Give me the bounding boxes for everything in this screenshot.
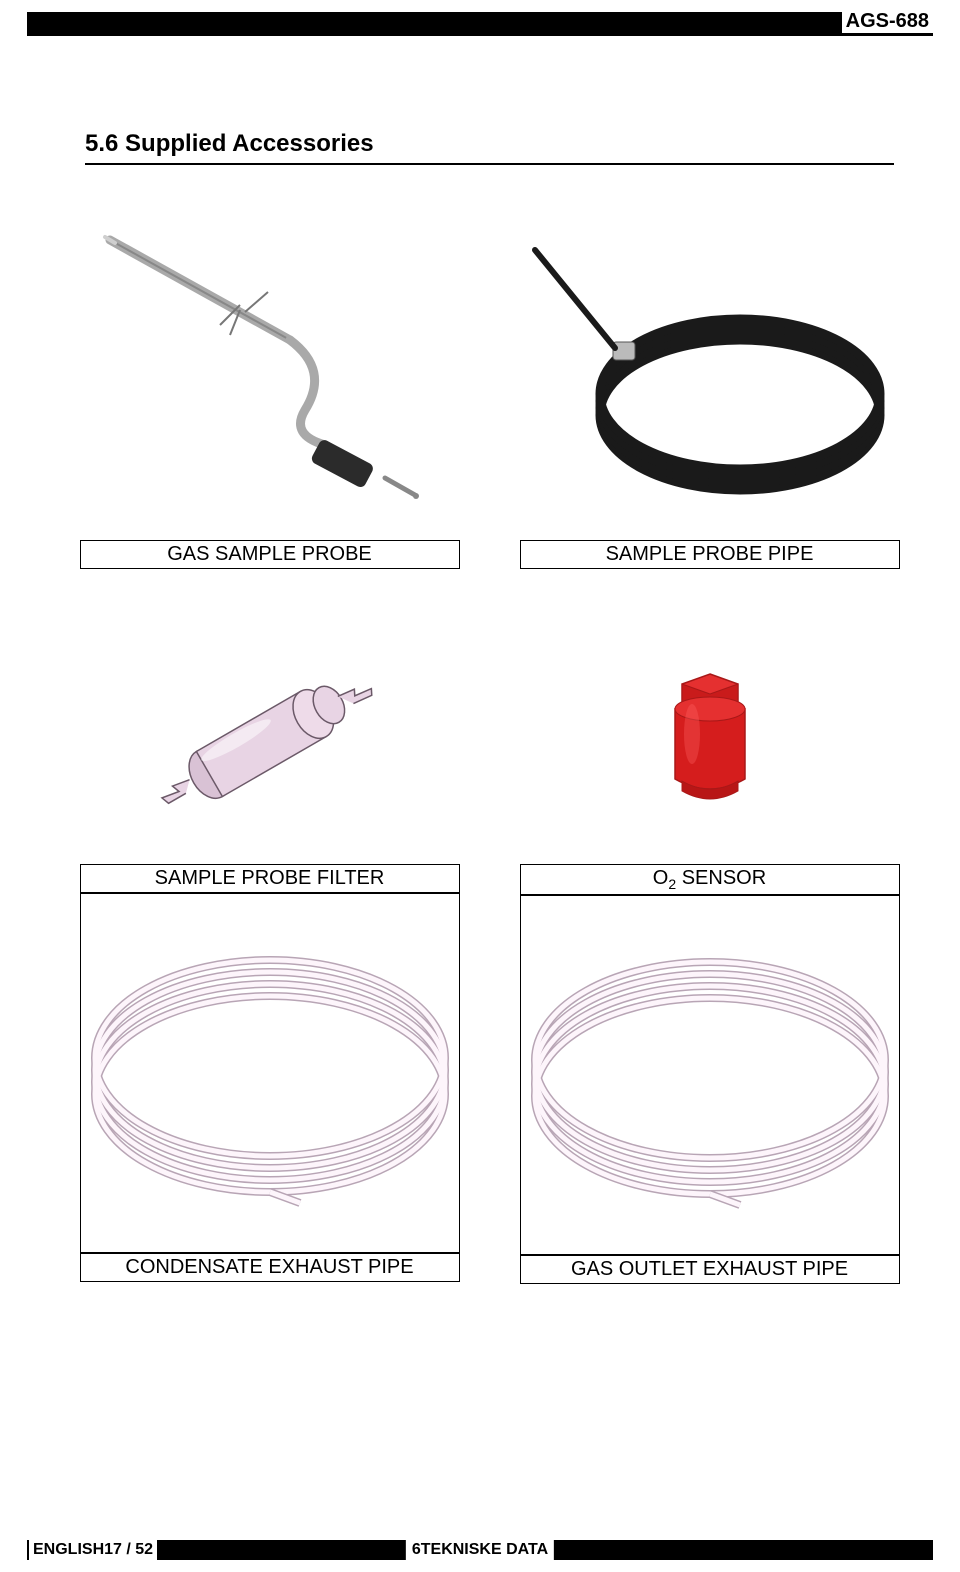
figure-gas-outlet-exhaust-pipe: [520, 895, 900, 1255]
cell-sample-probe-filter: SAMPLE PROBE FILTER: [80, 614, 460, 1284]
figure-sample-probe-filter: [80, 614, 460, 864]
figure-sample-probe-pipe: [520, 210, 900, 540]
figure-gas-sample-probe: [80, 210, 460, 540]
o2-sensor-icon: [610, 639, 810, 839]
caption-sample-probe-filter: SAMPLE PROBE FILTER: [80, 864, 460, 893]
row-2: SAMPLE PROBE FILTER: [85, 614, 894, 1284]
condensate-exhaust-pipe-icon: [85, 898, 455, 1248]
figure-condensate-exhaust-pipe: [80, 893, 460, 1253]
sample-probe-filter-icon: [130, 639, 410, 839]
cell-o2-sensor: O2 SENSOR: [520, 614, 900, 1284]
section-title: 5.6 Supplied Accessories: [85, 130, 894, 165]
sample-probe-pipe-icon: [530, 220, 890, 530]
footer-left-label: ENGLISH17 / 52: [29, 1540, 157, 1560]
cell-sample-probe-pipe: SAMPLE PROBE PIPE: [520, 210, 900, 569]
caption-gas-outlet-exhaust-pipe: GAS OUTLET EXHAUST PIPE: [520, 1255, 900, 1284]
row-1: GAS SAMPLE PROBE SAMPL: [85, 210, 894, 569]
o2-prefix: O: [653, 867, 669, 889]
footer-bar: ENGLISH17 / 52 6TEKNISKE DATA: [27, 1540, 933, 1560]
caption-condensate-exhaust-pipe: CONDENSATE EXHAUST PIPE: [80, 1253, 460, 1282]
header-model-label: AGS-688: [842, 10, 933, 33]
cell-gas-sample-probe: GAS SAMPLE PROBE: [80, 210, 460, 569]
o2-suffix: SENSOR: [676, 867, 766, 889]
o2-sub: 2: [668, 876, 676, 892]
gas-outlet-exhaust-pipe-icon: [525, 900, 895, 1250]
figure-o2-sensor: [520, 614, 900, 864]
caption-gas-sample-probe: GAS SAMPLE PROBE: [80, 540, 460, 569]
header-bar: AGS-688: [27, 12, 933, 36]
caption-sample-probe-pipe: SAMPLE PROBE PIPE: [520, 540, 900, 569]
content-area: GAS SAMPLE PROBE SAMPL: [85, 200, 894, 1492]
caption-o2-sensor: O2 SENSOR: [520, 864, 900, 895]
gas-sample-probe-icon: [90, 220, 450, 530]
footer-center-label: 6TEKNISKE DATA: [406, 1540, 554, 1560]
